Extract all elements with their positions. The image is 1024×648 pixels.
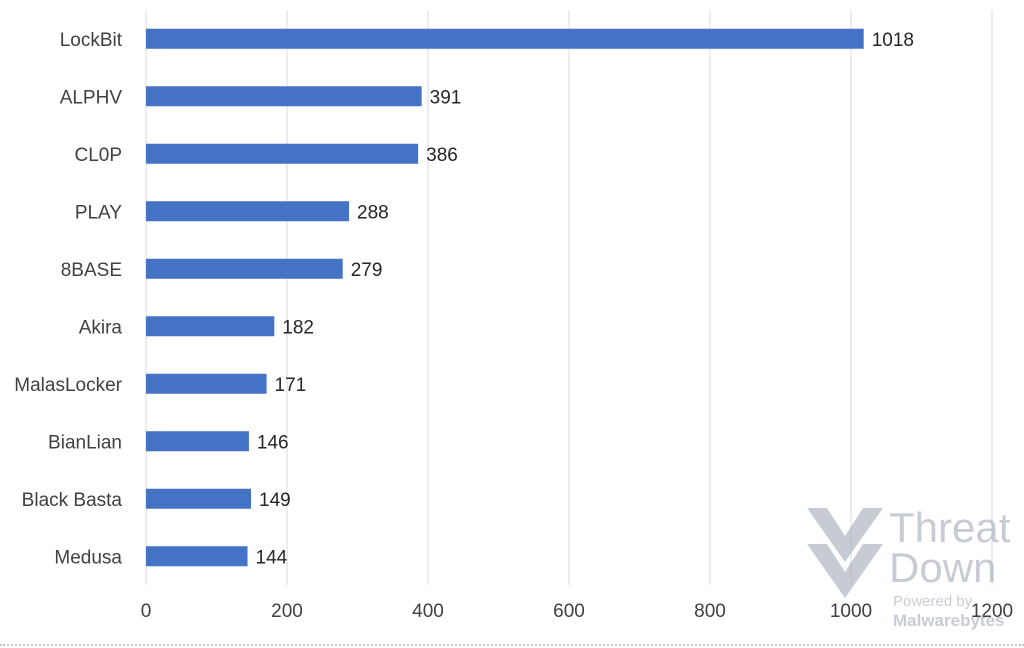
bar: [146, 488, 252, 509]
bar: [146, 86, 422, 107]
category-label: ALPHV: [60, 87, 123, 108]
x-tick-label: 800: [694, 601, 726, 622]
x-tick-label: 200: [271, 601, 303, 622]
bar: [146, 201, 350, 222]
powered-by-text: Powered by: [893, 593, 973, 610]
x-tick-label: 1200: [971, 601, 1013, 622]
data-label: 391: [430, 87, 462, 108]
bar: [146, 258, 343, 279]
x-tick-label: 400: [412, 601, 444, 622]
category-label: BianLian: [48, 432, 122, 453]
data-label: 149: [259, 490, 291, 511]
data-label: 279: [351, 260, 383, 281]
category-label: LockBit: [60, 30, 123, 51]
category-label: 8BASE: [61, 260, 122, 281]
data-label: 182: [282, 317, 314, 338]
bar: [146, 431, 249, 452]
category-label: Medusa: [54, 547, 122, 568]
category-label: Black Basta: [22, 490, 123, 511]
data-label: 144: [256, 547, 288, 568]
data-label: 171: [275, 375, 307, 396]
threatdown-logo-icon: [807, 508, 883, 598]
brand-line2: Down: [889, 544, 996, 591]
data-label: 288: [357, 202, 389, 223]
x-tick-label: 0: [141, 601, 152, 622]
x-axis-ticks: 0 200 400 600 800 1000 1200: [141, 601, 1013, 622]
category-label: CL0P: [74, 145, 122, 166]
category-labels: LockBit ALPHV CL0P PLAY 8BASE Akira MalasLocke…: [14, 30, 122, 569]
bar: [146, 546, 248, 567]
bar: [146, 316, 275, 337]
threatdown-watermark: Threat Down Powered by Malwarebytes: [805, 500, 1020, 635]
data-label: 1018: [872, 30, 914, 51]
bottom-dotted-border: [0, 644, 1024, 646]
bars: [146, 28, 864, 567]
x-tick-label: 1000: [830, 601, 872, 622]
value-labels: 1018 391 386 288 279 182 171 146 149 144: [256, 30, 914, 569]
company-name: Malwarebytes: [893, 611, 1005, 630]
x-tick-label: 600: [553, 601, 585, 622]
brand-line1: Threat: [889, 504, 1011, 551]
data-label: 146: [257, 432, 289, 453]
category-label: Akira: [79, 317, 123, 338]
data-label: 386: [426, 145, 458, 166]
bar: [146, 143, 419, 164]
bar: [146, 28, 864, 49]
category-label: MalasLocker: [14, 375, 122, 396]
category-label: PLAY: [75, 202, 123, 223]
bar: [146, 373, 267, 394]
